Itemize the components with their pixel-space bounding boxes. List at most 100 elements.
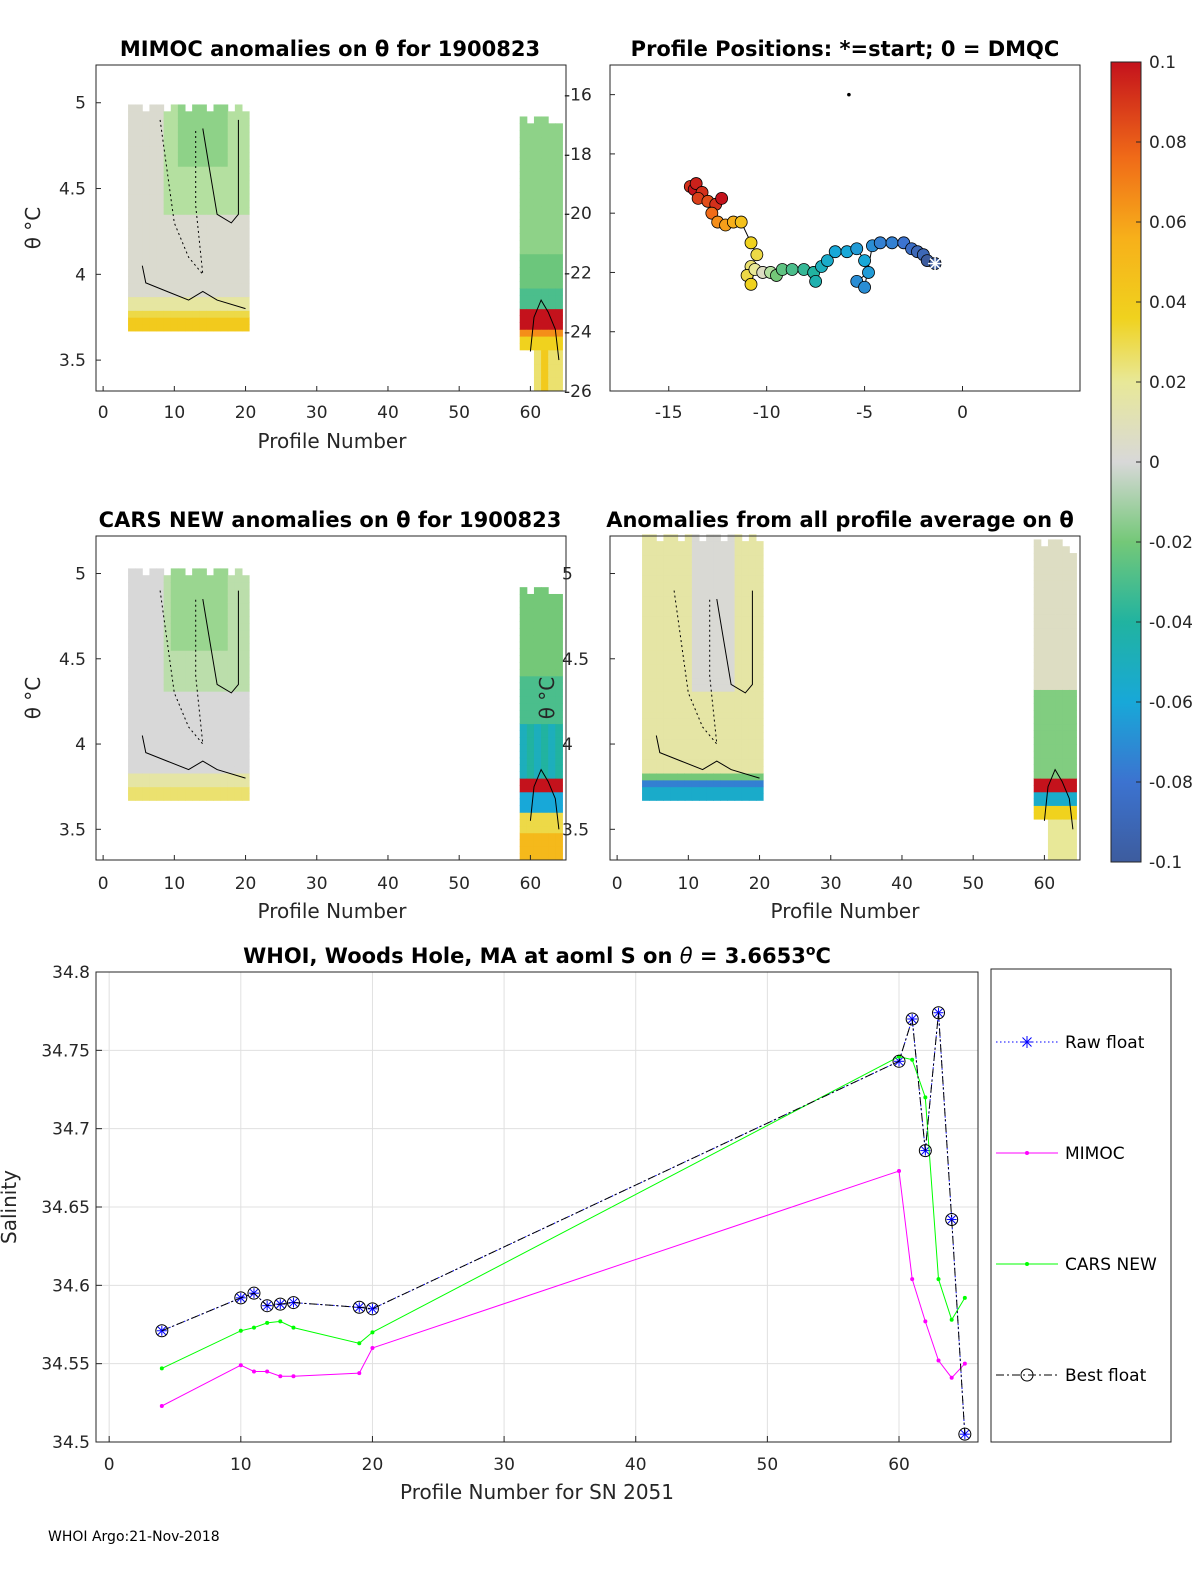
heatmap-cell xyxy=(526,315,535,323)
heatmap-cell xyxy=(713,704,721,713)
heatmap-cell xyxy=(526,336,535,344)
heatmap-cell xyxy=(156,773,165,781)
heatmap-cell xyxy=(1062,703,1070,711)
heatmap-cell xyxy=(533,342,542,351)
heatmap-cell xyxy=(533,384,542,392)
heatmap-cell xyxy=(741,752,750,760)
colorbar-tick-label: -0.1 xyxy=(1149,853,1182,873)
heatmap-cell xyxy=(670,643,679,651)
heatmap-cell xyxy=(1033,662,1042,670)
heatmap-cell xyxy=(185,145,193,154)
heatmap-cell xyxy=(142,234,150,243)
heatmap-cell xyxy=(220,738,229,747)
track-point xyxy=(715,191,729,205)
heatmap-cell xyxy=(1033,634,1042,643)
heatmap-cell xyxy=(670,779,679,788)
heatmap-cell xyxy=(128,582,136,590)
heatmap-cell xyxy=(192,296,200,304)
heatmap-cell xyxy=(642,575,650,583)
heatmap-cell xyxy=(199,704,207,713)
heatmap-cell xyxy=(526,709,535,718)
heatmap-cell xyxy=(1069,744,1077,752)
heatmap-cell xyxy=(220,296,229,304)
heatmap-cell xyxy=(541,349,549,358)
heatmap-cell xyxy=(555,716,563,725)
heatmap-cell xyxy=(548,682,556,690)
heatmap-cell xyxy=(533,274,542,282)
heatmap-cell xyxy=(1047,805,1056,813)
heatmap-cell xyxy=(526,703,535,711)
heatmap-cell xyxy=(533,191,542,200)
heatmap-cell xyxy=(128,704,136,713)
heatmap-cell xyxy=(177,125,186,133)
outlier-point xyxy=(847,92,851,97)
heatmap-cell xyxy=(241,234,250,243)
heatmap-cell xyxy=(128,568,136,576)
heatmap-cell xyxy=(220,152,229,160)
heatmap-cell xyxy=(684,602,693,610)
heatmap-cell xyxy=(142,691,150,699)
heatmap-cell xyxy=(649,759,657,767)
heatmap-cell xyxy=(227,228,236,236)
heatmap-cell xyxy=(185,111,193,119)
heatmap-cell xyxy=(156,207,165,215)
heatmap-cell xyxy=(1055,696,1063,704)
heatmap-cell xyxy=(156,684,165,692)
heatmap-cell xyxy=(1040,771,1049,779)
heatmap-cell xyxy=(526,819,535,827)
heatmap-cell xyxy=(170,317,179,325)
heatmap-cell xyxy=(684,561,693,569)
heatmap-cell xyxy=(128,779,136,788)
heatmap-cell xyxy=(128,629,136,638)
heatmap-cell xyxy=(755,766,764,774)
heatmap-cell xyxy=(149,691,158,699)
heatmap-cell xyxy=(748,568,757,576)
heatmap-cell xyxy=(699,541,707,549)
heatmap-cell xyxy=(135,152,143,160)
heatmap-cell xyxy=(227,704,236,713)
heatmap-cell xyxy=(526,130,535,138)
heatmap-cell xyxy=(541,771,549,779)
heatmap-cell xyxy=(1069,737,1077,745)
heatmap-cell xyxy=(727,759,736,767)
heatmap-cell xyxy=(1033,689,1042,697)
heatmap-cell xyxy=(548,771,556,779)
heatmap-cell xyxy=(526,185,535,193)
heatmap-cell xyxy=(185,310,193,318)
heatmap-cell xyxy=(199,745,207,754)
heatmap-cell xyxy=(1047,614,1056,622)
heatmap-cell xyxy=(213,324,222,332)
heatmap-cell xyxy=(234,111,243,119)
heatmap-cell xyxy=(713,773,721,781)
heatmap-cell xyxy=(548,384,556,392)
heatmap-cell xyxy=(663,643,672,651)
heatmap-cell xyxy=(241,166,250,174)
heatmap-cell xyxy=(149,602,158,610)
heatmap-cell xyxy=(755,738,764,747)
mimoc-heatmap xyxy=(128,104,563,392)
heatmap-cell xyxy=(555,246,563,255)
heatmap-cell xyxy=(720,725,728,733)
heatmap-cell xyxy=(533,614,542,622)
heatmap-cell xyxy=(541,723,549,731)
heatmap-cell xyxy=(1055,805,1063,813)
heatmap-cell xyxy=(519,832,528,841)
heatmap-cell xyxy=(555,191,563,200)
heatmap-cell xyxy=(642,677,650,685)
heatmap-cell xyxy=(156,152,165,160)
heatmap-cell xyxy=(555,349,563,358)
heatmap-cell xyxy=(533,219,542,227)
heatmap-cell xyxy=(234,255,243,263)
heatmap-cell xyxy=(241,310,250,318)
heatmap-cell xyxy=(649,629,657,638)
heatmap-cell xyxy=(213,138,222,147)
heatmap-cell xyxy=(177,248,186,256)
heatmap-cell xyxy=(163,317,172,325)
heatmap-cell xyxy=(149,262,158,270)
heatmap-cell xyxy=(748,684,757,692)
heatmap-cell xyxy=(670,704,679,713)
heatmap-cell xyxy=(555,730,563,738)
y-tick-label: 4 xyxy=(562,735,573,755)
heatmap-cell xyxy=(649,773,657,781)
heatmap-cell xyxy=(177,752,186,760)
